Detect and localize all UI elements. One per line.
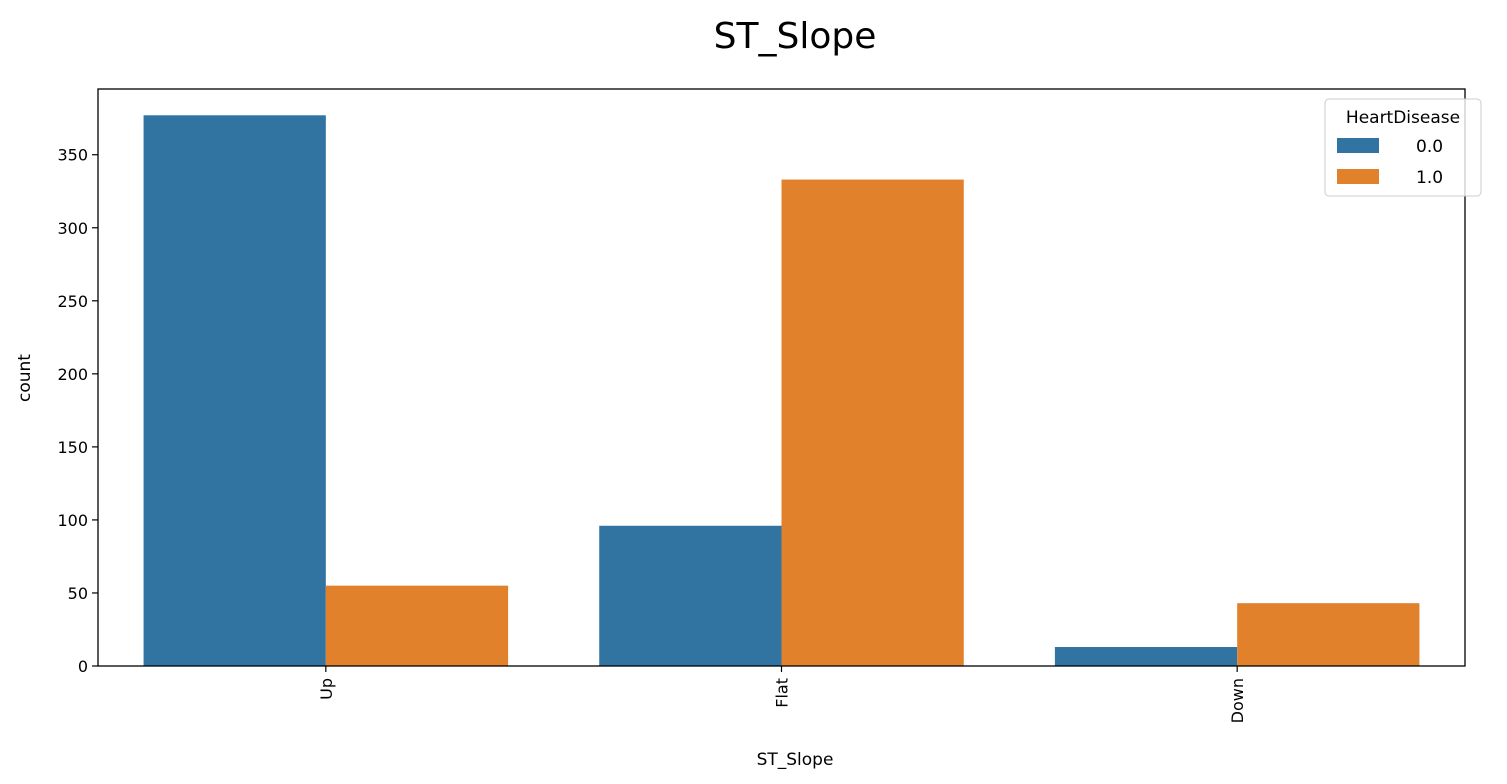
y-tick-label: 350 [57, 146, 88, 165]
bar-down-0.0 [1054, 647, 1238, 666]
bar-flat-1.0 [781, 179, 964, 667]
y-axis-label: count [15, 354, 35, 402]
bar-up-0.0 [143, 115, 326, 666]
y-tick-label: 50 [68, 584, 88, 603]
y-tick-label: 150 [57, 438, 88, 457]
y-tick-label: 200 [57, 365, 88, 384]
legend-label-1.0: 1.0 [1416, 168, 1443, 188]
y-tick-label: 300 [57, 219, 88, 238]
bar-up-1.0 [325, 585, 509, 666]
x-tick-label-down: Down [1228, 678, 1247, 723]
y-tick-label: 250 [57, 292, 88, 311]
y-axis: 0 50 100 150 200 250 300 350 [57, 146, 98, 676]
bar-down-1.0 [1237, 603, 1420, 666]
x-tick-label-flat: Flat [773, 678, 792, 708]
legend-swatch-1.0 [1337, 169, 1379, 184]
bars-group [143, 115, 1420, 667]
legend: HeartDisease 0.0 1.0 [1324, 98, 1482, 197]
y-tick-label: 0 [78, 657, 88, 676]
legend-label-0.0: 0.0 [1416, 137, 1443, 157]
x-tick-label-up: Up [317, 678, 336, 700]
x-axis-label: ST_Slope [757, 750, 834, 770]
y-tick-label: 100 [57, 511, 88, 530]
chart-title: ST_Slope [714, 16, 877, 57]
x-axis: Up Flat Down [317, 666, 1247, 723]
legend-title: HeartDisease [1346, 108, 1460, 128]
bar-flat-0.0 [599, 525, 782, 666]
legend-swatch-0.0 [1337, 138, 1379, 153]
